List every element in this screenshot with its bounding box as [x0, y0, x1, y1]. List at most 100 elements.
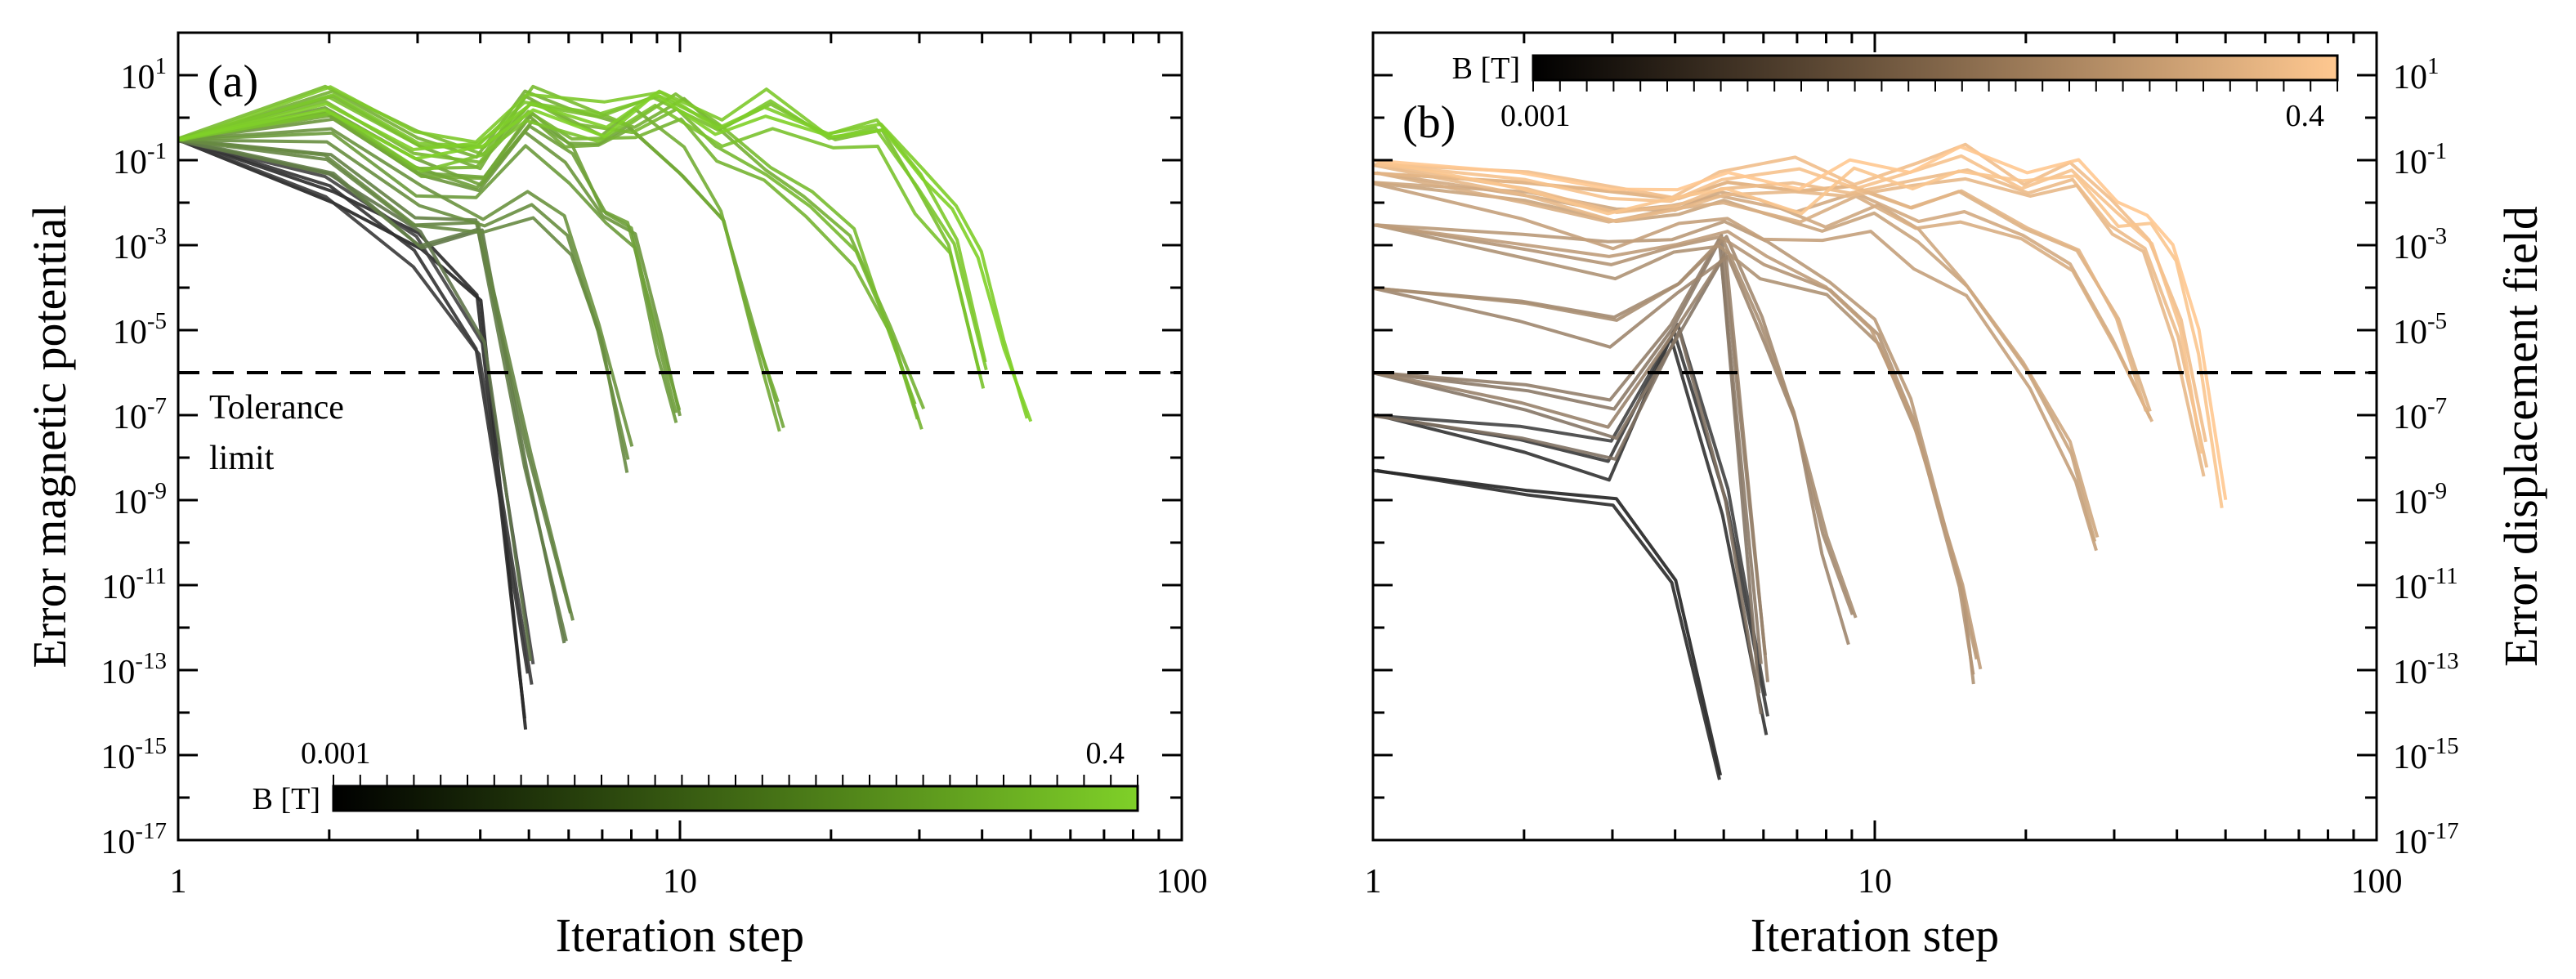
panel-a: 1 10 10010110-110-310-510-710-910-1110-131… — [23, 31, 1208, 962]
series-line — [1373, 181, 2100, 539]
tick-exponent: -5 — [2427, 308, 2447, 334]
x-axis-title: Iteration step — [556, 909, 804, 962]
tick-base: 10 — [2393, 229, 2427, 266]
tick-exponent: 1 — [155, 53, 168, 79]
series-line — [178, 89, 1029, 419]
tick-base: 10 — [113, 144, 147, 181]
y-tick-label: 101 — [121, 53, 168, 96]
tick-base: 10 — [2393, 569, 2427, 606]
y-axis-title: Error magnetic potential — [23, 205, 76, 668]
series-line — [1373, 329, 1763, 715]
colorbar-label: B [T] — [253, 782, 320, 816]
tick-base: 10 — [113, 229, 147, 266]
series-line — [1373, 254, 1850, 646]
x-tick-label: 10 — [1858, 863, 1892, 901]
y-tick-label: 10-5 — [113, 308, 167, 351]
colorbar — [332, 785, 1139, 812]
series-line — [181, 138, 568, 641]
colorbar-min-label: 0.001 — [1500, 99, 1571, 133]
colorbar-max-label: 0.4 — [2286, 99, 2325, 133]
colorbar-label: B [T] — [1452, 51, 1520, 86]
series-line — [181, 138, 526, 719]
tick-exponent: -11 — [136, 563, 167, 589]
y-tick-label: 10-7 — [113, 393, 167, 436]
tick-exponent: -5 — [147, 308, 167, 334]
tick-exponent: -1 — [2427, 138, 2447, 164]
y-tick-label: 10-15 — [101, 733, 167, 776]
tick-base: 10 — [113, 314, 147, 351]
tick-base: 10 — [101, 654, 135, 691]
series-line — [1373, 468, 1723, 776]
tick-exponent: -3 — [2427, 223, 2447, 249]
series-group — [178, 84, 1033, 730]
tick-base: 10 — [2393, 739, 2427, 776]
y-tick-label: 10-7 — [2393, 393, 2447, 436]
series-line — [1373, 235, 1854, 615]
tick-base: 10 — [121, 59, 155, 96]
tick-exponent: 1 — [2427, 53, 2440, 79]
x-tick-label: 10 — [663, 863, 697, 901]
series-line — [178, 127, 634, 447]
y-tick-label: 101 — [2393, 53, 2440, 96]
y-tick-label: 10-13 — [101, 648, 167, 691]
series-line — [178, 105, 682, 411]
series-line — [178, 92, 1033, 422]
y-tick-label: 10-11 — [2393, 563, 2458, 606]
tick-exponent: -1 — [147, 138, 167, 164]
tick-exponent: -15 — [2427, 733, 2459, 759]
y-tick-label: 10-9 — [113, 478, 167, 521]
series-line — [181, 110, 924, 430]
series-line — [182, 131, 678, 423]
series-line — [1373, 163, 2206, 477]
series-line — [178, 138, 534, 686]
tick-base: 10 — [101, 569, 136, 606]
panel-label: (b) — [1402, 97, 1456, 148]
tick-exponent: -3 — [147, 223, 167, 249]
series-line — [1375, 239, 1763, 664]
series-line — [1373, 163, 2209, 468]
series-line — [181, 89, 926, 410]
series-line — [178, 138, 630, 460]
tick-base: 10 — [2393, 314, 2427, 351]
y-tick-label: 10-9 — [2393, 478, 2447, 521]
series-line — [178, 103, 986, 389]
x-tick-label: 100 — [2351, 863, 2403, 901]
tick-exponent: -9 — [2427, 478, 2447, 504]
tolerance-annotation: limit — [209, 440, 275, 477]
tick-exponent: -9 — [147, 478, 167, 504]
colorbar — [1532, 54, 2339, 82]
x-tick-label: 1 — [170, 863, 187, 901]
series-line — [1376, 468, 1721, 780]
tick-exponent: -7 — [147, 393, 167, 419]
y-tick-label: 10-17 — [2393, 818, 2459, 861]
series-line — [1376, 223, 1975, 675]
series-line — [1376, 336, 1769, 735]
tick-base: 10 — [2393, 144, 2427, 181]
plot-frame — [1371, 31, 2378, 842]
colorbar-max-label: 0.4 — [1086, 736, 1125, 771]
tick-base: 10 — [2393, 59, 2427, 96]
y-tick-label: 10-1 — [2393, 138, 2447, 181]
tick-exponent: -17 — [135, 818, 167, 844]
series-line — [1374, 159, 2224, 508]
tick-exponent: -7 — [2427, 393, 2447, 419]
tick-base: 10 — [101, 824, 135, 861]
tolerance-annotation: Tolerance — [209, 389, 344, 427]
series-line — [1374, 251, 1769, 682]
y-axis-title: Error displacement field — [2494, 206, 2547, 667]
y-tick-label: 10-13 — [2393, 648, 2459, 691]
x-tick-label: 100 — [1156, 863, 1208, 901]
series-group — [1373, 142, 2228, 780]
series-line — [179, 138, 575, 621]
colorbar-min-label: 0.001 — [301, 736, 371, 771]
tick-base: 10 — [113, 399, 147, 436]
tick-exponent: -17 — [2427, 818, 2459, 844]
series-line — [1373, 181, 2098, 552]
tick-base: 10 — [101, 739, 135, 776]
series-line — [178, 100, 919, 420]
panel-label: (a) — [208, 56, 258, 107]
series-line — [178, 138, 528, 730]
tick-base: 10 — [2393, 654, 2427, 691]
tick-base: 10 — [2393, 824, 2427, 861]
